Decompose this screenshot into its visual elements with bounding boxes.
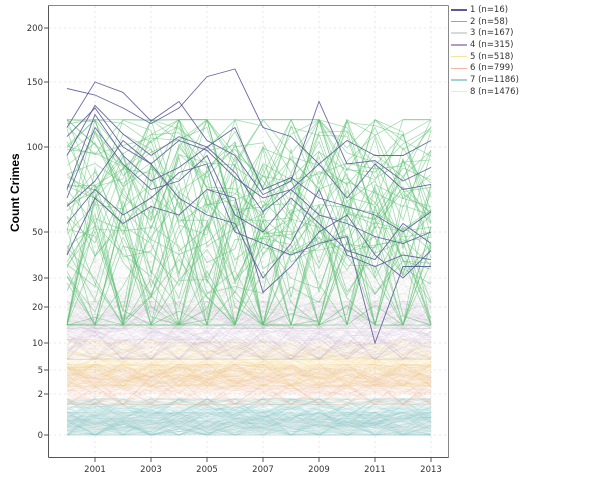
legend-label: 5 (n=518) — [470, 51, 514, 62]
legend-swatch-icon — [451, 32, 467, 34]
legend-swatch-icon — [451, 20, 467, 23]
legend-swatch-icon — [451, 90, 467, 93]
x-tick-label: 2003 — [140, 465, 162, 475]
legend-swatch-icon — [451, 44, 467, 46]
y-axis: 0 2 5 10 20 30 50 100 150 200 — [27, 24, 49, 441]
legend-item: 2 (n=58) — [451, 16, 519, 28]
legend-label: 4 (n=315) — [470, 39, 514, 50]
y-tick-label: 0 — [38, 431, 43, 441]
legend-swatch-icon — [451, 55, 467, 58]
y-tick-label: 100 — [27, 143, 43, 153]
y-tick-label: 50 — [32, 228, 43, 238]
legend-item: 3 (n=167) — [451, 27, 519, 39]
y-tick-label: 20 — [32, 303, 43, 313]
x-tick-label: 2009 — [308, 465, 330, 475]
legend-item: 5 (n=518) — [451, 51, 519, 63]
x-tick-label: 2011 — [364, 465, 386, 475]
legend-label: 3 (n=167) — [470, 28, 514, 39]
x-tick-label: 2013 — [420, 465, 442, 475]
legend-label: 2 (n=58) — [470, 16, 509, 27]
legend-swatch-icon — [451, 67, 467, 70]
y-tick-label: 150 — [27, 78, 43, 88]
x-axis: 2001 2003 2005 2007 2009 2011 2013 — [84, 457, 442, 475]
trajectory-lines — [66, 68, 432, 436]
y-tick-label: 10 — [32, 339, 43, 349]
legend-swatch-icon — [451, 9, 467, 11]
legend-item: 6 (n=799) — [451, 62, 519, 74]
legend-item: 4 (n=315) — [451, 39, 519, 51]
y-tick-label: 30 — [32, 274, 43, 284]
legend-label: 8 (n=1476) — [470, 86, 519, 97]
legend-swatch-icon — [451, 79, 467, 81]
y-tick-label: 5 — [38, 366, 43, 376]
x-tick-label: 2001 — [84, 465, 106, 475]
legend-item: 1 (n=16) — [451, 4, 519, 16]
y-tick-label: 2 — [38, 390, 43, 400]
legend-item: 7 (n=1186) — [451, 74, 519, 86]
legend-item: 8 (n=1476) — [451, 86, 519, 98]
y-axis-title: Count Crimes — [8, 153, 22, 232]
legend-label: 6 (n=799) — [470, 63, 514, 74]
legend-label: 1 (n=16) — [470, 4, 509, 15]
y-tick-label: 200 — [27, 24, 43, 34]
legend: 1 (n=16) 2 (n=58) 3 (n=167) 4 (n=315) 5 (n=5… — [451, 4, 519, 98]
legend-label: 7 (n=1186) — [470, 74, 519, 85]
x-tick-label: 2007 — [252, 465, 274, 475]
x-tick-label: 2005 — [196, 465, 218, 475]
